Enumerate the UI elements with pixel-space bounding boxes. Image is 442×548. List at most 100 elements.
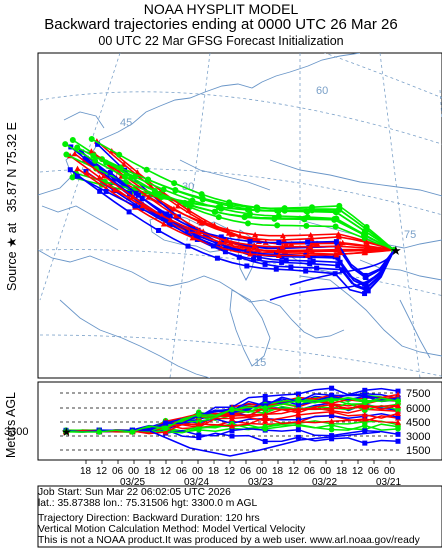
trajectory-marker-circle <box>301 216 308 223</box>
trajectory-marker-triangle <box>170 205 177 212</box>
trajectory-marker-triangle <box>189 234 196 241</box>
vertical-marker-square <box>362 440 368 446</box>
trajectory-marker-square <box>335 255 341 261</box>
trajectory-marker-square <box>363 282 369 288</box>
trajectory-marker-square <box>333 239 339 245</box>
vertical-marker-square <box>395 388 401 394</box>
trajectory-marker-triangle <box>288 240 295 247</box>
hour-tick-label: 18 <box>144 466 156 477</box>
vertical-marker-square <box>329 413 335 419</box>
vertical-marker-square <box>395 431 401 437</box>
trajectory-marker-triangle <box>307 243 314 250</box>
vertical-marker-triangle <box>262 417 269 424</box>
trajectory-marker-triangle <box>174 203 181 209</box>
vertical-marker-triangle <box>295 409 302 416</box>
trajectory-marker-square <box>127 190 133 196</box>
trajectory-title: Backward trajectories ending at 0000 UTC… <box>44 16 398 33</box>
vertical-marker-circle <box>129 429 136 435</box>
vertical-marker-square <box>262 438 268 444</box>
footer-disclaimer: This is not a NOAA product.It was produc… <box>38 535 420 546</box>
trajectory-line <box>289 249 395 286</box>
trajectory-marker-circle <box>274 222 281 229</box>
hour-tick-label: 06 <box>112 466 124 477</box>
date-tick-label: 03/24 <box>184 477 209 488</box>
trajectory-marker-square <box>362 272 368 278</box>
trajectory-marker-triangle <box>88 148 95 154</box>
trajectory-marker-circle <box>304 208 311 215</box>
vertical-marker-square <box>362 387 368 393</box>
vertical-marker-triangle <box>162 429 169 435</box>
trajectory-marker-triangle <box>195 228 202 235</box>
trajectory-marker-circle <box>331 216 338 223</box>
trajectory-marker-triangle <box>145 194 152 200</box>
trajectory-line <box>93 153 395 253</box>
trajectory-marker-triangle <box>134 169 141 175</box>
trajectories <box>62 135 397 301</box>
vertical-marker-circle <box>63 429 69 435</box>
trajectory-marker-square <box>185 243 191 249</box>
trajectory-marker-square <box>161 216 167 222</box>
date-tick-label: 03/22 <box>312 477 337 488</box>
trajectory-marker-circle <box>143 166 150 173</box>
trajectory-marker-square <box>256 254 262 260</box>
trajectory-line <box>70 146 395 286</box>
trajectory-marker-triangle <box>339 239 346 246</box>
trajectory-marker-square <box>95 141 101 147</box>
trajectory-marker-square <box>223 245 229 251</box>
trajectory-marker-square <box>273 266 279 272</box>
date-tick-label: 03/21 <box>376 477 401 488</box>
trajectory-marker-triangle <box>237 233 244 239</box>
trajectory-marker-triangle <box>245 245 252 252</box>
trajectory-marker-circle <box>281 205 288 212</box>
vertical-marker-square <box>362 392 368 398</box>
trajectory-marker-square <box>132 203 138 209</box>
trajectory-marker-square <box>362 291 368 297</box>
trajectory-marker-triangle <box>363 239 370 245</box>
trajectory-marker-square <box>107 169 113 175</box>
trajectory-marker-square <box>214 255 220 261</box>
footer-job-start: Job Start: Sun Mar 22 06:02:05 UTC 2026 <box>38 487 231 498</box>
vertical-marker-circle <box>196 411 202 418</box>
trajectory-marker-square <box>133 190 139 196</box>
trajectory-marker-square <box>202 232 208 238</box>
trajectory-marker-square <box>288 264 294 270</box>
trajectory-marker-triangle <box>307 232 314 238</box>
coastlines <box>38 53 442 378</box>
vertical-marker-circle <box>295 397 302 404</box>
vertical-marker-circle <box>362 422 368 429</box>
vertical-marker-circle <box>229 406 235 413</box>
vertical-marker-square <box>329 392 335 398</box>
trajectory-marker-circle <box>226 201 233 208</box>
trajectory-marker-circle <box>92 157 99 164</box>
hour-tick-label: 18 <box>336 466 348 477</box>
vertical-marker-triangle <box>328 408 335 415</box>
vertical-marker-square <box>163 420 169 426</box>
trajectory-marker-triangle <box>172 212 179 219</box>
vertical-marker-square <box>196 432 202 438</box>
trajectory-marker-circle <box>275 208 282 215</box>
trajectory-marker-square <box>251 257 257 263</box>
trajectory-marker-circle <box>245 220 252 227</box>
hour-tick-label: 12 <box>352 466 364 477</box>
trajectory-marker-circle <box>171 180 178 187</box>
trajectory-marker-circle <box>172 186 179 193</box>
vertical-marker-square <box>229 428 235 434</box>
vertical-trajectory-line <box>149 430 381 457</box>
trajectory-marker-square <box>310 258 316 264</box>
trajectory-marker-square <box>167 222 173 228</box>
height-tick-3000: 3000 <box>406 431 430 443</box>
trajectory-marker-circle <box>303 222 310 229</box>
date-tick-label: 03/23 <box>248 477 273 488</box>
vertical-marker-square <box>295 427 301 433</box>
vertical-marker-square <box>229 433 235 439</box>
trajectory-marker-triangle <box>100 172 107 179</box>
trajectory-marker-circle <box>332 223 339 230</box>
trajectory-marker-square <box>247 238 253 244</box>
trajectory-line <box>86 172 395 251</box>
vertical-marker-triangle <box>262 414 269 421</box>
trajectory-line <box>64 143 395 251</box>
vertical-marker-circle <box>395 426 401 432</box>
trajectory-marker-circle <box>144 176 151 183</box>
trajectory-marker-circle <box>254 204 261 211</box>
